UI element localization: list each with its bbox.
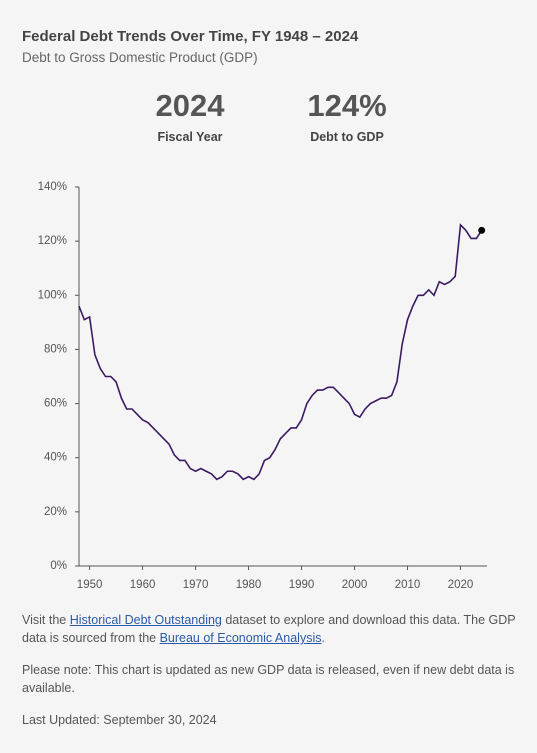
y-tick-label: 140% xyxy=(38,181,67,193)
link[interactable]: Bureau of Economic Analysis xyxy=(159,631,322,645)
latest-point xyxy=(478,226,486,234)
x-tick-label: 2020 xyxy=(448,579,474,591)
y-tick-label: 60% xyxy=(44,398,67,410)
x-tick-label: 2010 xyxy=(395,579,421,591)
stat: 2024 Fiscal Year xyxy=(120,88,260,144)
title: Federal Debt Trends Over Time, FY 1948 –… xyxy=(22,28,359,45)
x-tick-label: 1960 xyxy=(130,579,156,591)
stat: 124% Debt to GDP xyxy=(277,88,417,144)
last-updated: Last Updated: September 30, 2024 xyxy=(22,713,217,727)
x-tick-label: 2000 xyxy=(342,579,368,591)
stat-label: Fiscal Year xyxy=(157,130,223,144)
y-tick-label: 120% xyxy=(38,235,67,247)
x-tick-label: 1950 xyxy=(77,579,103,591)
link[interactable]: Historical Debt Outstanding xyxy=(69,613,222,627)
x-tick-label: 1980 xyxy=(236,579,262,591)
y-tick-label: 80% xyxy=(44,343,67,355)
y-tick-label: 40% xyxy=(44,452,67,464)
data-line xyxy=(78,223,483,481)
note: Please note: This chart is updated as ne… xyxy=(22,663,515,695)
x-tick-label: 1970 xyxy=(183,579,209,591)
x-tick-label: 1990 xyxy=(289,579,315,591)
y-tick-label: 20% xyxy=(44,506,67,518)
subtitle: Debt to Gross Domestic Product (GDP) xyxy=(22,50,258,65)
text: . xyxy=(321,631,325,645)
stat-value: 2024 xyxy=(155,88,225,123)
stat-value: 124% xyxy=(307,88,387,123)
y-tick-label: 0% xyxy=(50,560,67,572)
note: Visit the Historical Debt Outstanding da… xyxy=(22,611,522,647)
y-tick-label: 100% xyxy=(38,289,67,301)
stat-label: Debt to GDP xyxy=(310,130,384,144)
text: Visit the xyxy=(22,613,70,627)
text: dataset to explore and download this dat… xyxy=(22,613,516,645)
chart: 0% 20% 40% 60% 80% 100% 120% 140% 1950 1960 1970 19… xyxy=(38,181,487,591)
